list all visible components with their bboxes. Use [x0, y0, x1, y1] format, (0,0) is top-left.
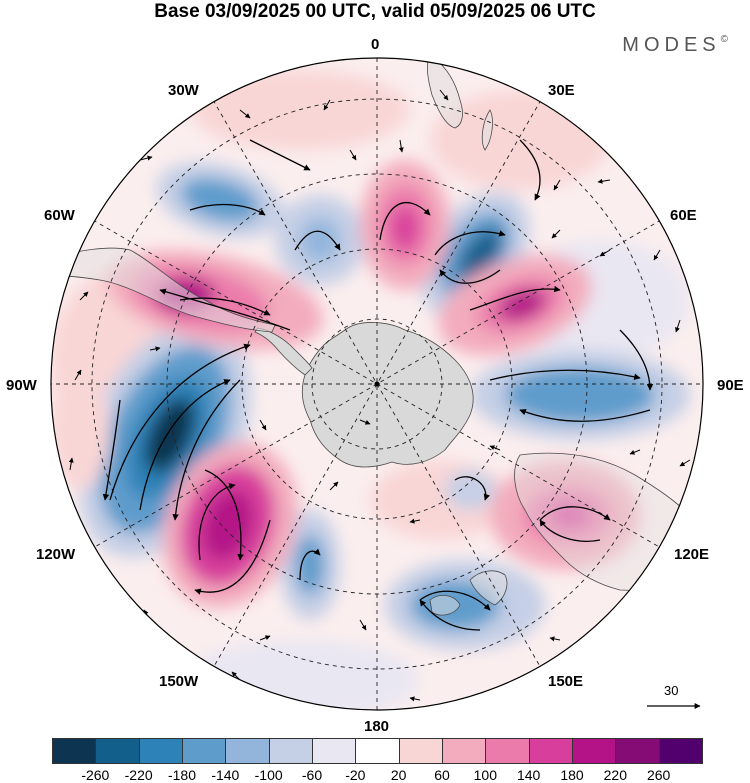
- legend-swatch: [572, 738, 617, 764]
- legend-swatch: [398, 738, 443, 764]
- legend-swatch: [138, 738, 183, 764]
- africa-land: [426, 58, 463, 129]
- anomaly-field: [51, 58, 703, 710]
- legend-tick-label: 100: [473, 767, 498, 783]
- legend-swatch: [225, 738, 270, 764]
- legend-swatch: [442, 738, 487, 764]
- legend-swatch: [658, 738, 703, 764]
- legend-tick-label: -260: [81, 767, 110, 783]
- label-lon-90w: 90W: [6, 377, 37, 394]
- legend-swatch: [355, 738, 400, 764]
- legend-tick-label: 220: [603, 767, 628, 783]
- label-lon-60w: 60W: [44, 207, 75, 224]
- label-lon-180: 180: [364, 718, 390, 735]
- legend-swatch: [268, 738, 313, 764]
- legend-swatch: [312, 738, 357, 764]
- legend-swatch: [95, 738, 140, 764]
- legend-tick-label: 260: [646, 767, 671, 783]
- legend-tick-label: -140: [211, 767, 240, 783]
- legend-tick-label: 140: [516, 767, 541, 783]
- label-lon-120w: 120W: [36, 546, 76, 563]
- antarctica-land: [301, 322, 474, 468]
- label-lon-150e: 150E: [548, 673, 584, 690]
- wind-streamlines: [102, 139, 654, 631]
- legend-tick-label: -20: [345, 767, 366, 783]
- label-lon-30e: 30E: [548, 82, 575, 99]
- reference-vector-label: 30: [664, 683, 679, 698]
- label-lon-120e: 120E: [674, 546, 710, 563]
- south-america-land: [51, 247, 276, 333]
- new-zealand-land: [469, 570, 508, 606]
- legend-swatch: [615, 738, 660, 764]
- brand-text: MODES: [622, 34, 721, 56]
- legend-tick-label: -60: [301, 767, 323, 783]
- legend-tick-label: -100: [254, 767, 283, 783]
- legend-swatch: [528, 738, 573, 764]
- label-lon-0: 0: [371, 36, 380, 53]
- legend-swatch: [52, 738, 97, 764]
- legend-swatch: [485, 738, 530, 764]
- legend-tick-label: -180: [167, 767, 197, 783]
- brand-logo: MODES©: [622, 34, 728, 57]
- label-lon-30w: 30W: [168, 82, 199, 99]
- legend-tick-label: 20: [390, 767, 407, 783]
- label-lon-150w: 150W: [159, 673, 199, 690]
- brand-mark: ©: [720, 34, 728, 45]
- legend-tick-label: -220: [124, 767, 153, 783]
- legend-tick-label: 180: [560, 767, 584, 783]
- label-lon-90e: 90E: [717, 377, 744, 394]
- legend-swatch: [182, 738, 227, 764]
- legend-tick-label: 60: [434, 767, 450, 783]
- color-legend: [52, 738, 703, 764]
- map-title: Base 03/09/2025 00 UTC, valid 05/09/2025…: [154, 1, 596, 22]
- label-lon-60e: 60E: [670, 207, 697, 224]
